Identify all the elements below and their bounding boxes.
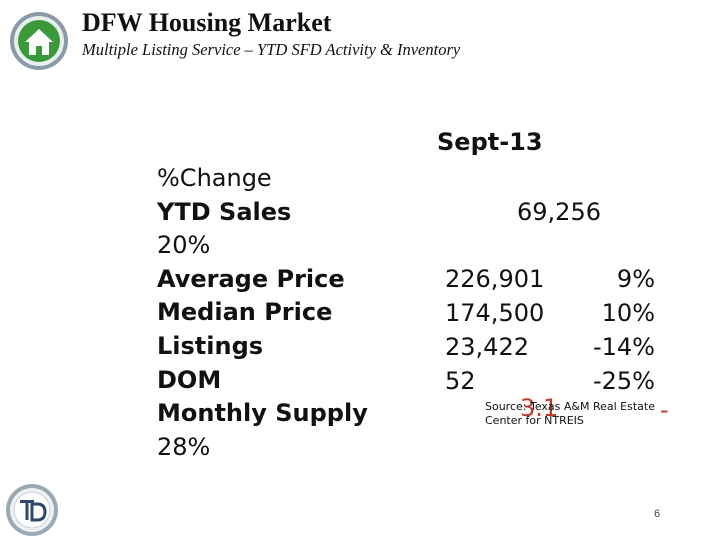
label-dom: DOM — [157, 365, 222, 394]
median-price-value: 174,500 — [445, 299, 545, 327]
label-listings: Listings — [157, 331, 264, 360]
dom-change: -25% — [592, 367, 655, 395]
source-line-1: Source: Texas A&M Real Estate — [485, 400, 656, 413]
page-number: 6 — [654, 508, 661, 520]
period-header: Sept-13 — [437, 128, 543, 156]
monthly-supply-change: 28% — [157, 432, 211, 461]
house-logo-icon — [10, 12, 68, 70]
listings-change: -14% — [592, 333, 655, 361]
page-subtitle: Multiple Listing Service – YTD SFD Activ… — [82, 40, 461, 59]
dom-value: 52 — [445, 367, 476, 395]
td-logo-icon — [6, 484, 58, 536]
label-change-header: %Change — [157, 164, 272, 192]
source-note: Source: Texas A&M Real Estate Center for… — [485, 400, 655, 428]
page-title: DFW Housing Market — [82, 8, 332, 37]
listings-value: 23,422 — [445, 333, 529, 361]
label-average-price: Average Price — [157, 264, 345, 293]
label-ytd-sales: YTD Sales — [157, 197, 292, 226]
metrics-label-list: %Change YTD Sales 20% Average Price Medi… — [157, 162, 368, 464]
median-price-change: 10% — [601, 299, 655, 327]
ytd-sales-value: 69,256 — [517, 198, 601, 226]
monthly-supply-change-sign: - — [660, 396, 669, 424]
monthly-supply-value: 3.1 — [520, 394, 559, 422]
label-median-price: Median Price — [157, 298, 333, 327]
average-price-change: 9% — [616, 265, 655, 293]
source-line-2: Center for NTREIS — [485, 414, 584, 427]
average-price-value: 226,901 — [445, 265, 545, 293]
label-monthly-supply: Monthly Supply — [157, 399, 368, 428]
ytd-sales-change: 20% — [157, 231, 211, 260]
